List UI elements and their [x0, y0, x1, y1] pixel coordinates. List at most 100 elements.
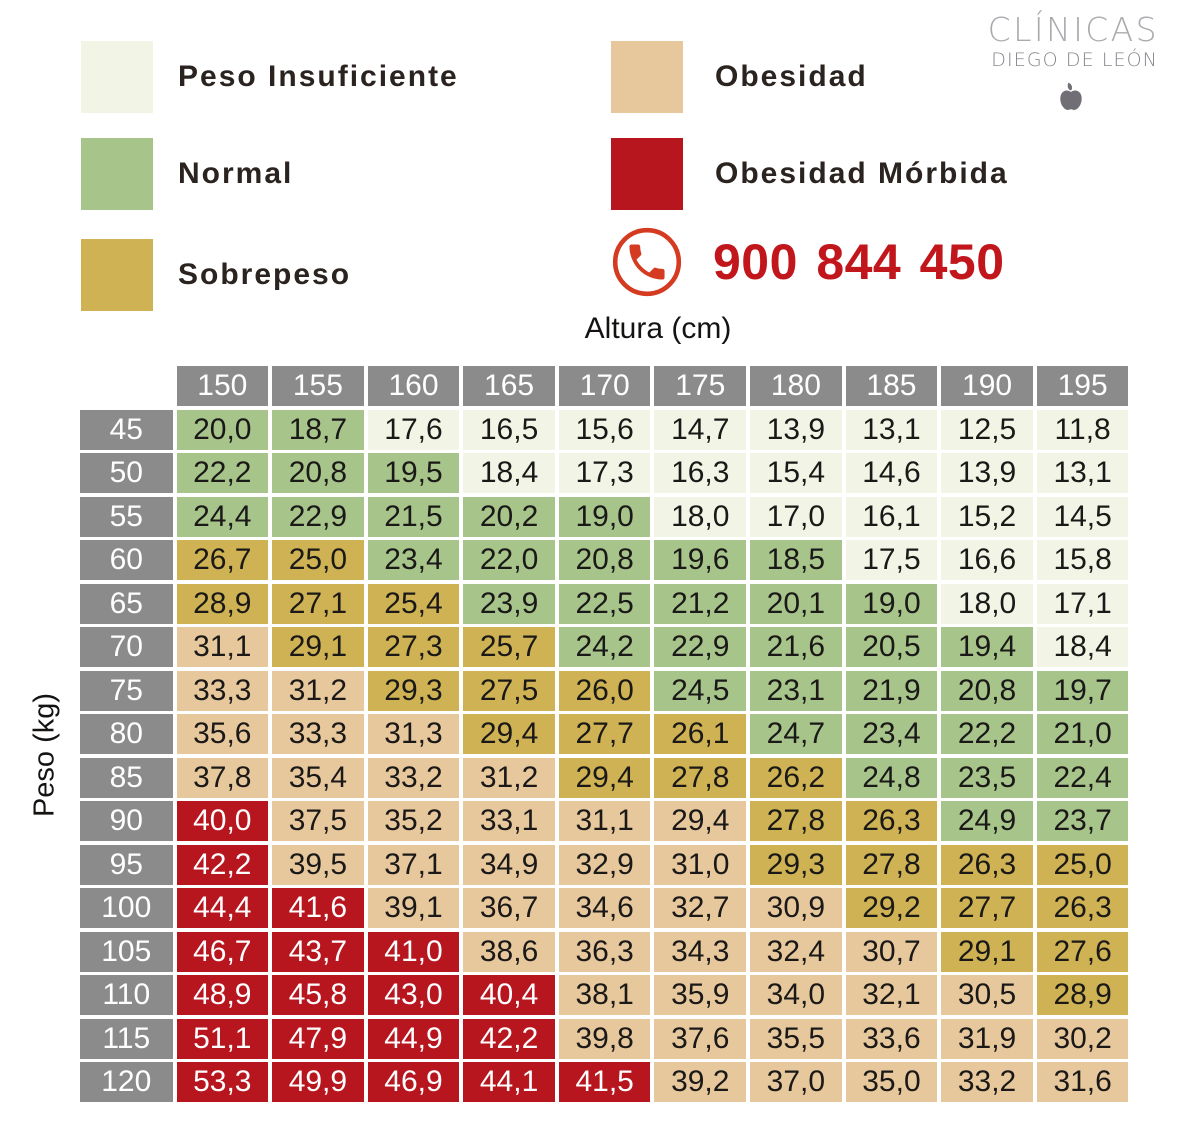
bmi-cell-75-185: 21,9 — [845, 670, 938, 711]
bmi-cell-85-175: 27,8 — [654, 757, 747, 798]
bmi-cell-120-190: 33,2 — [941, 1062, 1033, 1102]
bmi-cell-50-180: 15,4 — [750, 453, 842, 493]
bmi-cell-60-150: 26,7 — [176, 540, 269, 580]
bmi-cell-100-190: 27,7 — [941, 888, 1033, 928]
bmi-cell-120-195: 31,6 — [1036, 1062, 1129, 1102]
bmi-cell-80-190: 22,2 — [941, 714, 1033, 754]
legend-label-sobrepeso: Sobrepeso — [178, 258, 352, 291]
bmi-cell-105-175: 34,3 — [654, 931, 747, 972]
legend-swatch-normal — [81, 138, 153, 210]
bmi-cell-105-160: 41,0 — [367, 931, 460, 972]
bmi-cell-100-165: 36,7 — [463, 888, 555, 928]
bmi-cell-55-155: 22,9 — [272, 496, 364, 537]
bmi-cell-75-160: 29,3 — [367, 670, 460, 711]
brand-subtitle: DIEGO DE LEÓN — [991, 49, 1158, 71]
bmi-cell-95-155: 39,5 — [272, 844, 364, 885]
row-header-65: 65 — [80, 583, 173, 624]
bmi-cell-85-190: 23,5 — [941, 757, 1033, 798]
bmi-cell-70-190: 19,4 — [941, 627, 1033, 667]
row-header-80: 80 — [80, 714, 173, 754]
bmi-cell-50-150: 22,2 — [176, 453, 269, 493]
bmi-cell-60-160: 23,4 — [367, 540, 460, 580]
legend-label-normal: Normal — [178, 157, 294, 190]
bmi-cell-110-190: 30,5 — [941, 975, 1033, 1015]
bmi-cell-90-160: 35,2 — [367, 801, 460, 841]
bmi-cell-95-160: 37,1 — [367, 844, 460, 885]
bmi-cell-80-155: 33,3 — [272, 714, 364, 754]
bmi-cell-80-185: 23,4 — [845, 714, 938, 754]
bmi-cell-70-195: 18,4 — [1036, 627, 1129, 667]
bmi-cell-45-180: 13,9 — [750, 409, 842, 450]
col-header-180: 180 — [750, 366, 842, 406]
bmi-cell-110-160: 43,0 — [367, 975, 460, 1015]
bmi-cell-115-190: 31,9 — [941, 1018, 1033, 1059]
bmi-cell-110-155: 45,8 — [272, 975, 364, 1015]
bmi-cell-70-160: 27,3 — [367, 627, 460, 667]
bmi-cell-80-165: 29,4 — [463, 714, 555, 754]
bmi-cell-70-165: 25,7 — [463, 627, 555, 667]
bmi-cell-120-180: 37,0 — [750, 1062, 842, 1102]
bmi-cell-100-180: 30,9 — [750, 888, 842, 928]
row-header-70: 70 — [80, 627, 173, 667]
bmi-cell-45-160: 17,6 — [367, 409, 460, 450]
col-header-185: 185 — [845, 366, 938, 406]
bmi-cell-80-180: 24,7 — [750, 714, 842, 754]
bmi-cell-110-165: 40,4 — [463, 975, 555, 1015]
bmi-cell-70-155: 29,1 — [272, 627, 364, 667]
bmi-cell-50-155: 20,8 — [272, 453, 364, 493]
row-header-95: 95 — [80, 844, 173, 885]
bmi-cell-75-190: 20,8 — [941, 670, 1033, 711]
bmi-cell-55-165: 20,2 — [463, 496, 555, 537]
bmi-cell-95-150: 42,2 — [176, 844, 269, 885]
bmi-cell-105-170: 36,3 — [558, 931, 651, 972]
bmi-cell-100-160: 39,1 — [367, 888, 460, 928]
bmi-cell-120-150: 53,3 — [176, 1062, 269, 1102]
bmi-cell-115-150: 51,1 — [176, 1018, 269, 1059]
bmi-cell-80-175: 26,1 — [654, 714, 747, 754]
brand-name: CLÍNICAS — [987, 10, 1159, 49]
bmi-cell-55-150: 24,4 — [176, 496, 269, 537]
bmi-cell-90-155: 37,5 — [272, 801, 364, 841]
legend-swatch-obesidad-morbida — [611, 138, 683, 210]
bmi-cell-50-170: 17,3 — [558, 453, 651, 493]
bmi-cell-115-185: 33,6 — [845, 1018, 938, 1059]
bmi-cell-115-165: 42,2 — [463, 1018, 555, 1059]
bmi-cell-120-160: 46,9 — [367, 1062, 460, 1102]
bmi-cell-60-165: 22,0 — [463, 540, 555, 580]
bmi-cell-95-170: 32,9 — [558, 844, 651, 885]
bmi-cell-60-185: 17,5 — [845, 540, 938, 580]
bmi-cell-105-165: 38,6 — [463, 931, 555, 972]
bmi-cell-50-160: 19,5 — [367, 453, 460, 493]
legend-label-insuficiente: Peso Insuficiente — [178, 60, 459, 93]
bmi-cell-55-170: 19,0 — [558, 496, 651, 537]
row-header-50: 50 — [80, 453, 173, 493]
bmi-cell-50-175: 16,3 — [654, 453, 747, 493]
legend-swatch-insuficiente — [81, 41, 153, 113]
row-header-115: 115 — [80, 1018, 173, 1059]
bmi-cell-50-165: 18,4 — [463, 453, 555, 493]
bmi-cell-115-170: 39,8 — [558, 1018, 651, 1059]
bmi-cell-85-195: 22,4 — [1036, 757, 1129, 798]
bmi-cell-120-185: 35,0 — [845, 1062, 938, 1102]
bmi-cell-95-180: 29,3 — [750, 844, 842, 885]
bmi-cell-100-150: 44,4 — [176, 888, 269, 928]
bmi-cell-110-175: 35,9 — [654, 975, 747, 1015]
legend-label-obesidad: Obesidad — [715, 60, 868, 93]
bmi-cell-45-165: 16,5 — [463, 409, 555, 450]
bmi-cell-115-175: 37,6 — [654, 1018, 747, 1059]
bmi-cell-105-155: 43,7 — [272, 931, 364, 972]
table-corner — [80, 366, 173, 406]
row-header-105: 105 — [80, 931, 173, 972]
bmi-cell-70-185: 20,5 — [845, 627, 938, 667]
bmi-cell-65-195: 17,1 — [1036, 583, 1129, 624]
col-header-160: 160 — [367, 366, 460, 406]
bmi-cell-65-190: 18,0 — [941, 583, 1033, 624]
bmi-cell-50-190: 13,9 — [941, 453, 1033, 493]
bmi-cell-115-195: 30,2 — [1036, 1018, 1129, 1059]
bmi-cell-90-150: 40,0 — [176, 801, 269, 841]
bmi-cell-75-150: 33,3 — [176, 670, 269, 711]
bmi-cell-90-195: 23,7 — [1036, 801, 1129, 841]
bmi-cell-75-175: 24,5 — [654, 670, 747, 711]
bmi-cell-90-170: 31,1 — [558, 801, 651, 841]
